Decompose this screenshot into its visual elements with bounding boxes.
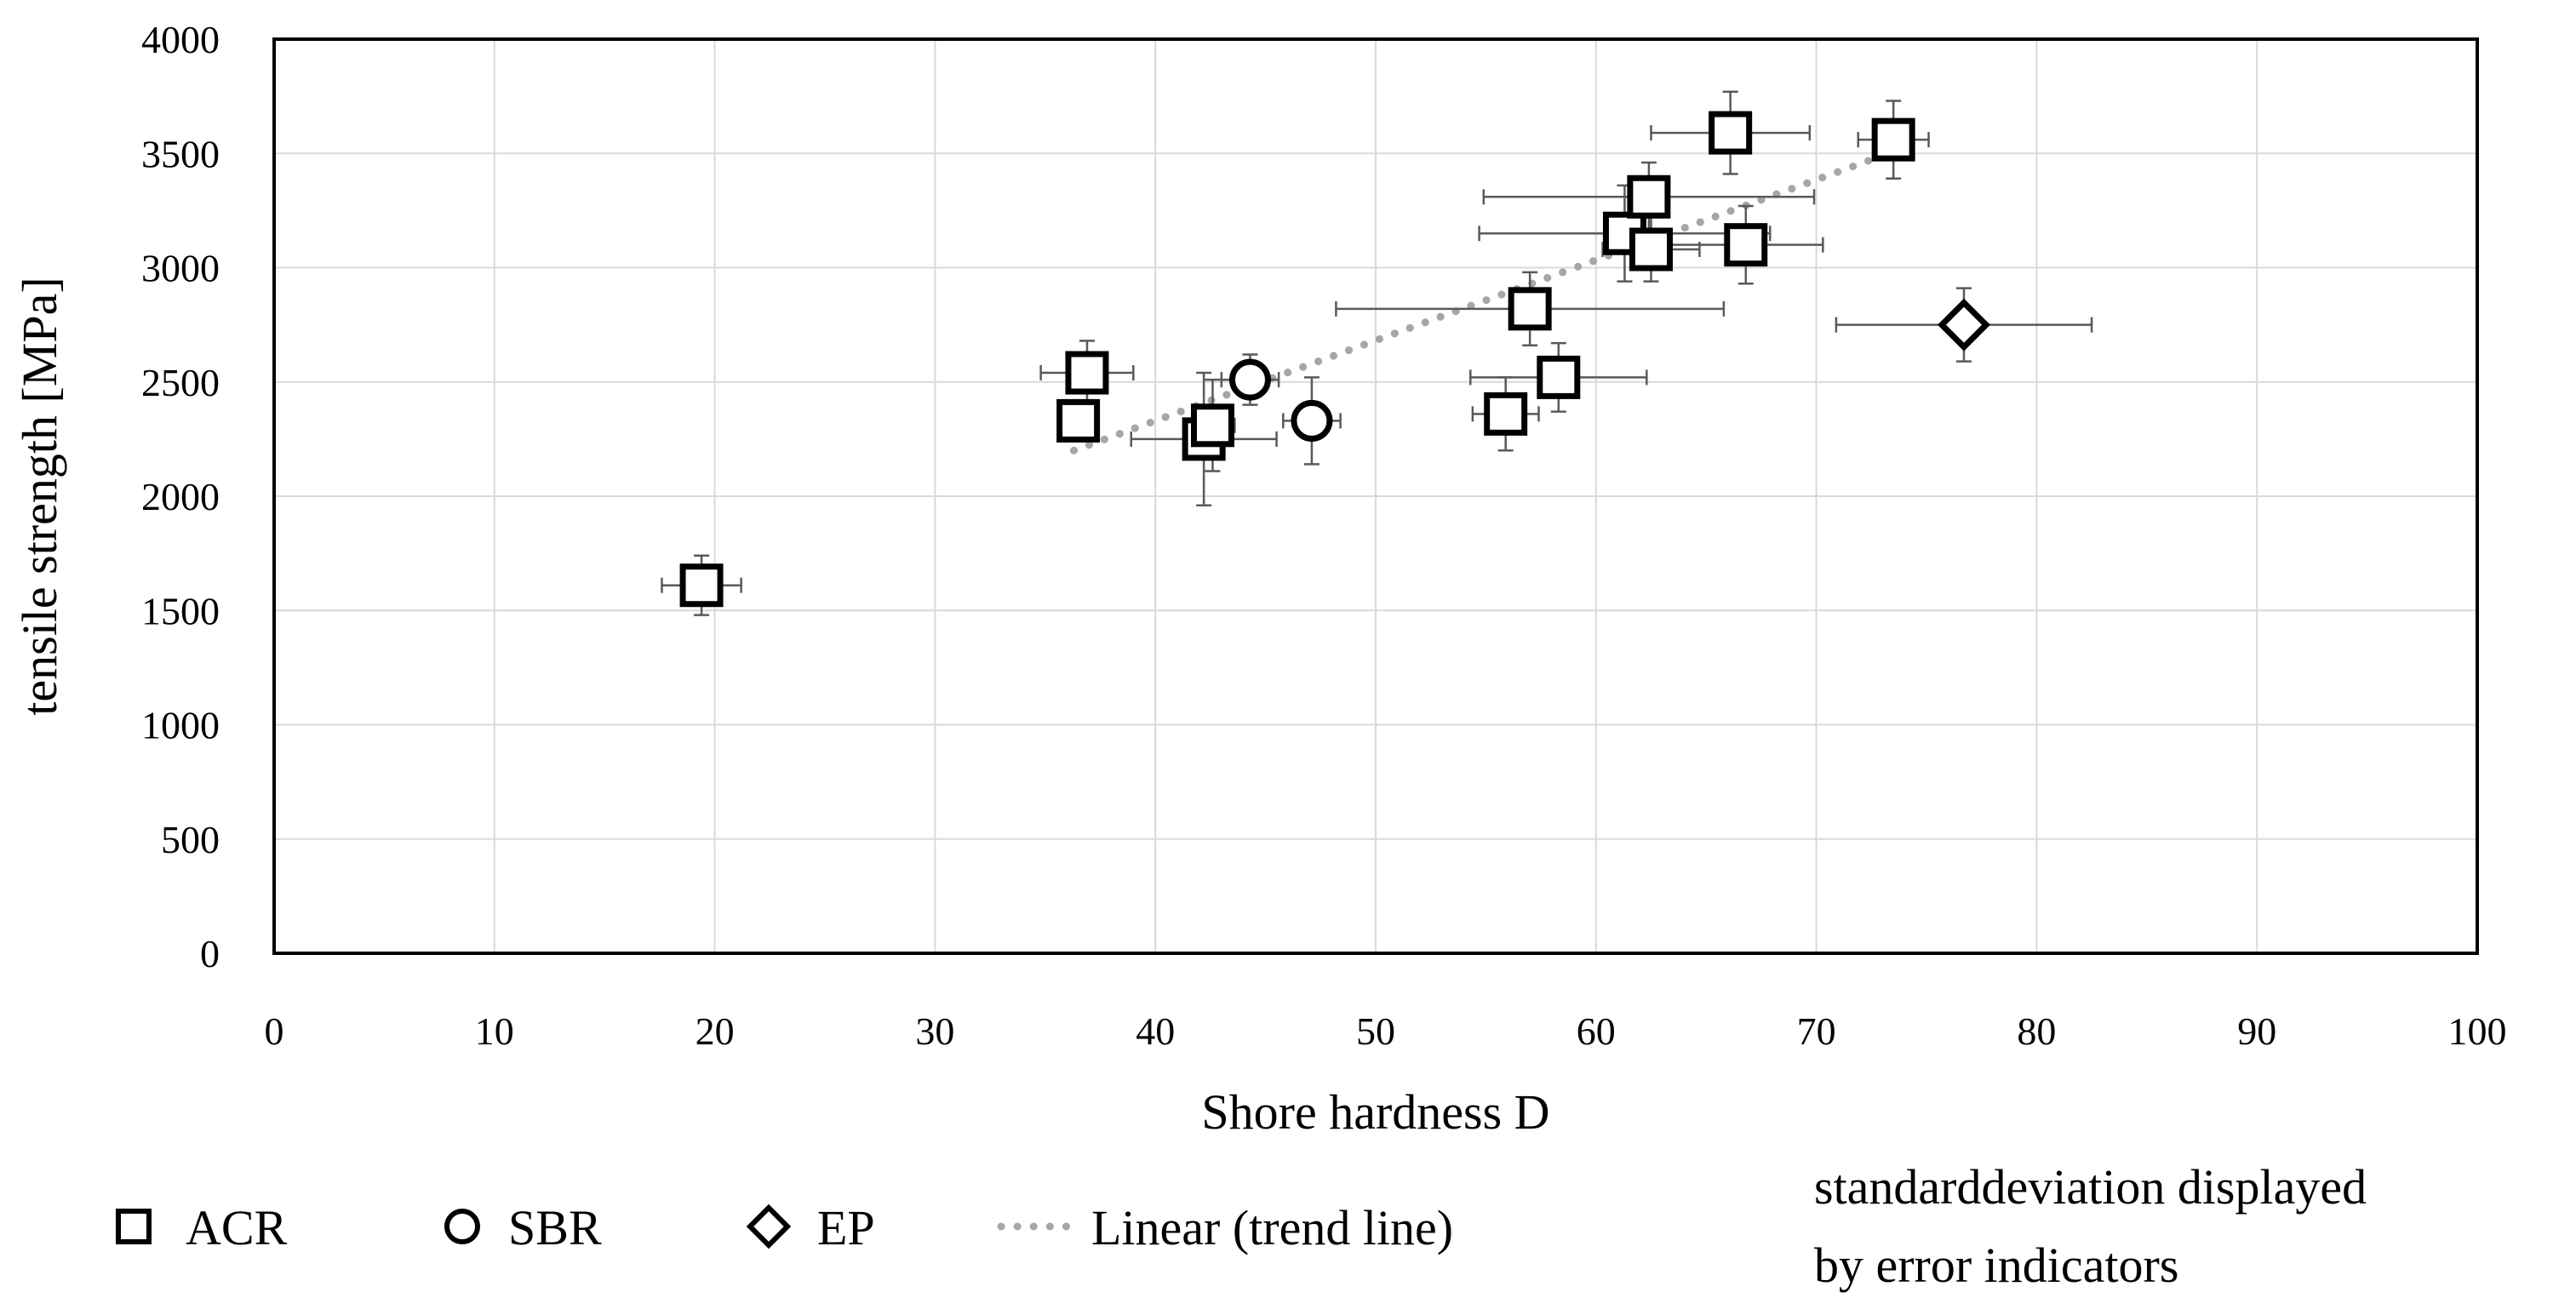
x-tick-label-4: 40	[1136, 1009, 1175, 1053]
x-tick-label-0: 0	[265, 1009, 284, 1053]
y-tick-label-3: 1500	[141, 589, 220, 632]
legend-item-acr: ACR	[116, 1200, 288, 1255]
trend-layer	[1069, 152, 1886, 455]
x-tick-labels: 0 10 20 30 40 50 60 70 80 90 100	[265, 1009, 2507, 1053]
error-note-line-1: standarddeviation displayed	[1814, 1159, 2367, 1215]
x-tick-label-2: 20	[696, 1009, 735, 1053]
marker-acr-5	[1484, 392, 1528, 436]
legend-item-sbr: SBR	[444, 1200, 602, 1255]
marker-sbr-0	[1228, 358, 1271, 401]
y-tick-label-5: 2500	[141, 361, 220, 404]
gridlines	[273, 38, 2478, 954]
y-tick-label-4: 2000	[141, 475, 220, 518]
x-tick-label-3: 30	[915, 1009, 954, 1053]
x-tick-label-7: 70	[1797, 1009, 1836, 1053]
y-axis-title: tensile strength [MPa]	[12, 277, 67, 715]
x-tick-label-1: 10	[475, 1009, 514, 1053]
marker-acr-13	[1871, 117, 1915, 162]
legend-item-ep: EP	[746, 1200, 875, 1255]
legend-label-ep: EP	[817, 1200, 875, 1255]
y-tick-label-0: 0	[200, 932, 220, 975]
marker-acr-2	[1065, 351, 1109, 395]
legend-circle-icon	[444, 1209, 480, 1244]
x-tick-label-5: 50	[1356, 1009, 1395, 1053]
marker-acr-9	[1627, 174, 1671, 219]
y-tick-label-8: 4000	[141, 18, 220, 61]
marker-acr-4	[1190, 403, 1234, 448]
y-tick-labels: 0 500 1000 1500 2000 2500 3000 3500 4000	[141, 18, 220, 975]
y-tick-label-1: 500	[161, 818, 220, 861]
marker-acr-1	[1056, 398, 1101, 443]
y-tick-label-2: 1000	[141, 704, 220, 747]
legend-item-trendline: Linear (trend line)	[997, 1200, 1453, 1255]
x-tick-label-8: 80	[2017, 1009, 2056, 1053]
marker-acr-11	[1724, 223, 1768, 267]
error-bars	[661, 90, 2093, 616]
legend-label-acr: ACR	[186, 1200, 288, 1255]
x-tick-label-9: 90	[2237, 1009, 2276, 1053]
x-axis-title: Shore hardness D	[1201, 1084, 1549, 1140]
data-markers	[679, 111, 1990, 608]
plot-frame	[272, 37, 2479, 955]
error-note: standarddeviation displayed by error ind…	[1814, 1159, 2367, 1293]
y-tick-label-6: 3000	[141, 247, 220, 290]
marker-acr-7	[1508, 287, 1552, 331]
legend-label-trendline: Linear (trend line)	[1091, 1200, 1453, 1255]
y-tick-label-7: 3500	[141, 132, 220, 175]
marker-acr-6	[1537, 355, 1581, 399]
marker-sbr-1	[1291, 399, 1333, 442]
legend: ACR SBR EP Linear (trend line)	[116, 1200, 1453, 1255]
legend-square-icon	[116, 1209, 152, 1244]
marker-acr-10	[1629, 227, 1673, 272]
trend-line	[1069, 152, 1886, 455]
x-tick-label-10: 100	[2448, 1009, 2507, 1053]
marker-acr-0	[679, 563, 724, 608]
legend-diamond-icon	[746, 1204, 792, 1249]
marker-ep-0	[1938, 298, 1990, 352]
error-note-line-2: by error indicators	[1814, 1238, 2178, 1293]
x-tick-label-6: 60	[1577, 1009, 1616, 1053]
marker-acr-12	[1709, 111, 1753, 155]
legend-label-sbr: SBR	[508, 1200, 602, 1255]
